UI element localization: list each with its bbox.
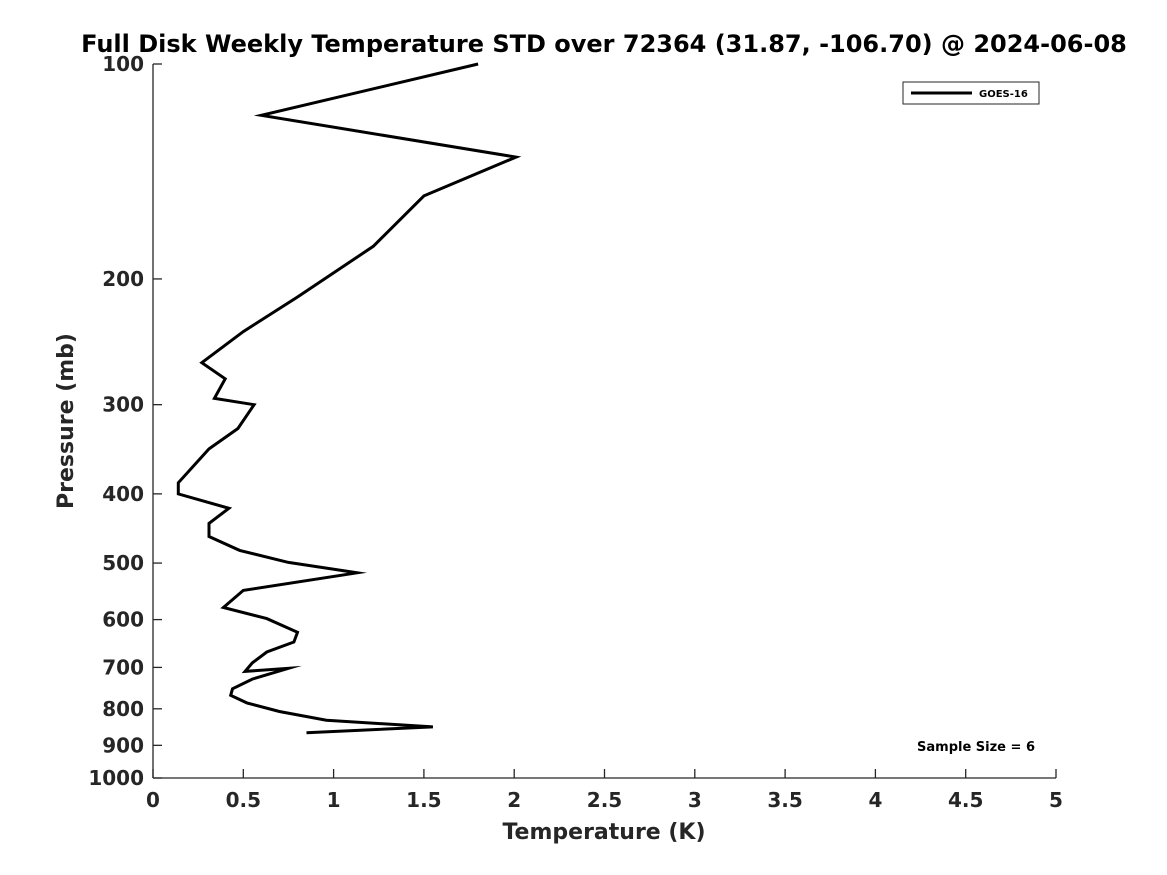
series-layer xyxy=(176,62,522,735)
x-tick-label: 2.5 xyxy=(587,788,622,812)
y-tick-label: 800 xyxy=(102,697,144,721)
y-tick-label: 500 xyxy=(102,551,144,575)
plot-area: 0 0.5 1 1.5 2 2.5 3 3.5 4 4.5 5 100 200 300 400 500 600… xyxy=(88,52,1063,812)
x-tick-label: 5 xyxy=(1049,788,1063,812)
x-tick-label: 4 xyxy=(868,788,882,812)
y-tick-label: 700 xyxy=(102,655,144,679)
x-axis-label: Temperature (K) xyxy=(502,820,705,845)
series-line-goes-16 xyxy=(176,62,522,735)
x-tick-label: 1 xyxy=(327,788,341,812)
x-tick-label: 0.5 xyxy=(226,788,261,812)
y-tick-label: 900 xyxy=(102,733,144,757)
sample-size-annotation: Sample Size = 6 xyxy=(917,740,1035,755)
x-tick-label: 3 xyxy=(688,788,702,812)
legend: GOES-16 xyxy=(902,81,1040,105)
legend-label-goes-16: GOES-16 xyxy=(979,89,1028,100)
y-tick-label: 100 xyxy=(102,52,144,76)
x-ticks: 0 0.5 1 1.5 2 2.5 3 3.5 4 4.5 5 xyxy=(146,769,1063,812)
x-tick-label: 1.5 xyxy=(406,788,441,812)
y-tick-label: 600 xyxy=(102,608,144,632)
x-tick-label: 4.5 xyxy=(948,788,983,812)
y-tick-label: 200 xyxy=(102,267,144,291)
y-axis-label: Pressure (mb) xyxy=(54,333,79,509)
y-tick-label: 1000 xyxy=(88,766,144,790)
y-ticks: 100 200 300 400 500 600 700 800 900 1000 xyxy=(88,52,162,790)
y-tick-label: 400 xyxy=(102,482,144,506)
y-tick-label: 300 xyxy=(102,393,144,417)
chart-title: Full Disk Weekly Temperature STD over 72… xyxy=(81,30,1127,58)
x-tick-label: 2 xyxy=(507,788,521,812)
x-tick-label: 0 xyxy=(146,788,160,812)
x-tick-label: 3.5 xyxy=(767,788,802,812)
